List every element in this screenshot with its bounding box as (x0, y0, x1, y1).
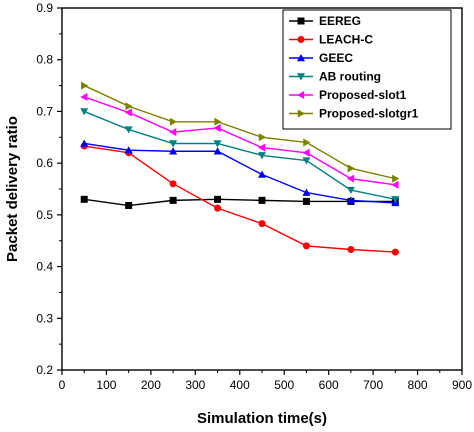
series-proposed-slot1 (80, 92, 399, 189)
series-ab-routing (80, 108, 400, 204)
data-point (214, 204, 222, 212)
data-point (391, 248, 399, 256)
data-point (213, 123, 221, 132)
data-point (347, 246, 355, 254)
data-point (391, 180, 399, 189)
legend-label: GEEC (319, 51, 353, 65)
series-line (83, 84, 396, 180)
x-tick-label: 200 (141, 378, 161, 392)
data-point (169, 128, 177, 137)
data-point (169, 147, 178, 155)
x-tick-label: 900 (452, 378, 472, 392)
x-tick-label: 100 (96, 378, 116, 392)
y-tick-label: 0.3 (36, 311, 53, 325)
legend-item: AB routing (289, 70, 381, 84)
legend-label: Proposed-slot1 (319, 88, 407, 102)
x-tick-label: 600 (319, 378, 339, 392)
data-point (80, 92, 88, 101)
data-point (302, 197, 310, 205)
data-point (169, 180, 177, 188)
data-point (392, 174, 400, 183)
data-point (213, 140, 222, 148)
legend-item: GEEC (289, 51, 353, 65)
data-point (258, 170, 266, 178)
x-tick-label: 400 (230, 378, 250, 392)
data-point (258, 133, 266, 142)
legend-swatch-marker (297, 73, 305, 81)
series-proposed-slotgr1 (81, 81, 400, 183)
y-axis-title: Packet delivery ratio (4, 116, 21, 262)
series-line (84, 145, 396, 253)
data-point (347, 164, 355, 173)
legend-swatch-marker (297, 17, 305, 25)
legend-swatch-marker (297, 91, 305, 99)
data-point (169, 140, 178, 148)
y-tick-label: 0.9 (36, 1, 53, 15)
data-point (346, 174, 355, 183)
x-tick-label: 300 (185, 378, 205, 392)
legend-label: EEREG (319, 14, 361, 28)
data-point (169, 117, 178, 126)
axes: 0 100 200 300 400 500 600 700 800 900 0.2 0.3 0.4 0.5… (36, 1, 472, 392)
y-tick-label: 0.7 (36, 104, 53, 118)
data-point (258, 143, 266, 152)
y-tick-label: 0.5 (36, 208, 53, 222)
data-point (346, 196, 355, 204)
data-point (80, 195, 88, 203)
data-point (125, 202, 133, 210)
data-point (302, 242, 310, 250)
series-line (84, 198, 396, 207)
data-point (302, 188, 311, 196)
data-point (124, 108, 132, 117)
series-layer (80, 81, 400, 256)
x-tick-label: 500 (274, 378, 294, 392)
data-point (169, 196, 177, 204)
data-point (302, 148, 310, 157)
x-axis-title: Simulation time(s) (197, 410, 327, 427)
data-point (125, 102, 133, 111)
legend-label: LEACH-C (319, 33, 373, 47)
y-tick-label: 0.8 (36, 53, 53, 67)
x-tick-label: 700 (363, 378, 383, 392)
data-point (81, 81, 89, 90)
legend-item: Proposed-slot1 (289, 88, 407, 102)
data-point (391, 196, 400, 204)
legend-label: Proposed-slotgr1 (319, 107, 419, 121)
data-point (124, 126, 133, 134)
y-tick-label: 0.2 (36, 363, 53, 377)
x-tick-label: 800 (408, 378, 428, 392)
data-point (258, 152, 266, 160)
data-point (213, 147, 222, 155)
y-tick-label: 0.6 (36, 156, 53, 170)
data-point (258, 220, 266, 228)
legend-item: EEREG (289, 14, 361, 28)
data-point (346, 186, 355, 195)
legend-frame (282, 9, 452, 130)
legend-swatch-marker (297, 36, 305, 43)
data-point (214, 195, 222, 203)
data-point (214, 117, 222, 126)
series-geec (80, 139, 400, 207)
series-line (83, 96, 396, 186)
legend: EEREG LEACH-C GEEC AB routing Proposed-slot1… (282, 9, 452, 130)
data-point (302, 157, 311, 165)
data-point (80, 108, 89, 116)
legend-swatch-marker (297, 109, 305, 118)
legend-swatch-marker (297, 54, 305, 62)
legend-item: LEACH-C (289, 33, 373, 47)
data-point (303, 138, 311, 147)
y-tick-label: 0.4 (36, 260, 53, 274)
x-tick-label: 0 (59, 378, 66, 392)
data-point (258, 196, 266, 204)
series-line (83, 110, 396, 201)
data-point (124, 146, 133, 154)
data-point (80, 139, 89, 147)
legend-item: Proposed-slotgr1 (289, 107, 419, 121)
legend-label: AB routing (319, 70, 381, 84)
series-line (84, 142, 396, 204)
